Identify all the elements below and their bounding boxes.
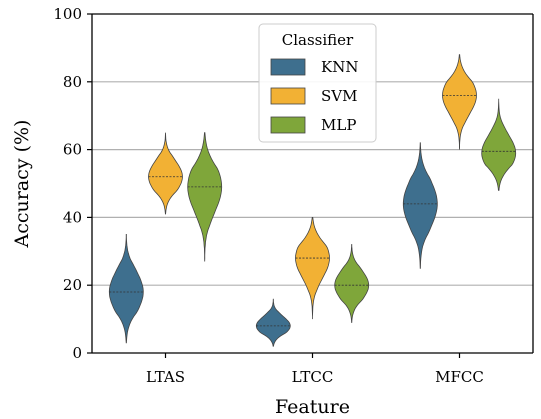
legend-label-svm: SVM xyxy=(321,87,357,105)
y-tick-label-80: 80 xyxy=(63,73,82,91)
y-axis-label: Accuracy (%) xyxy=(11,120,33,249)
violin-knn-mfcc xyxy=(402,142,438,269)
legend-box xyxy=(258,23,377,143)
y-tick-label-0: 0 xyxy=(72,344,82,362)
legend: Classifier KNN SVM MLP xyxy=(258,23,377,143)
y-tick-label-20: 20 xyxy=(63,276,82,294)
violin-knn-ltas xyxy=(108,234,144,344)
violin-svm-ltcc xyxy=(295,217,330,320)
violin-svm-mfcc xyxy=(442,54,477,150)
violin-mlp-mfcc xyxy=(481,98,517,191)
legend-swatch-mlp xyxy=(270,116,306,134)
legend-label-mlp: MLP xyxy=(321,116,356,134)
violin-mlp-ltcc xyxy=(334,244,370,323)
x-tick-label-mfcc: MFCC xyxy=(435,368,484,386)
violins xyxy=(108,54,517,347)
legend-swatch-svm xyxy=(270,87,306,105)
violin-mlp-ltas xyxy=(187,132,223,262)
y-tick-label-40: 40 xyxy=(63,208,82,226)
x-tick-label-ltas: LTAS xyxy=(146,368,185,386)
y-tick-label-60: 60 xyxy=(63,141,82,159)
y-tick-label-100: 100 xyxy=(53,5,82,23)
x-tick-label-ltcc: LTCC xyxy=(292,368,334,386)
legend-label-knn: KNN xyxy=(321,58,358,76)
violin-svm-ltas xyxy=(148,132,183,215)
legend-title: Classifier xyxy=(282,31,354,49)
axes: 0 20 40 60 80 100 LTAS LTCC MFCC Feature Accuracy … xyxy=(11,5,534,418)
violin-knn-ltcc xyxy=(255,298,291,347)
legend-swatch-knn xyxy=(270,58,306,76)
x-axis-label: Feature xyxy=(275,396,350,418)
